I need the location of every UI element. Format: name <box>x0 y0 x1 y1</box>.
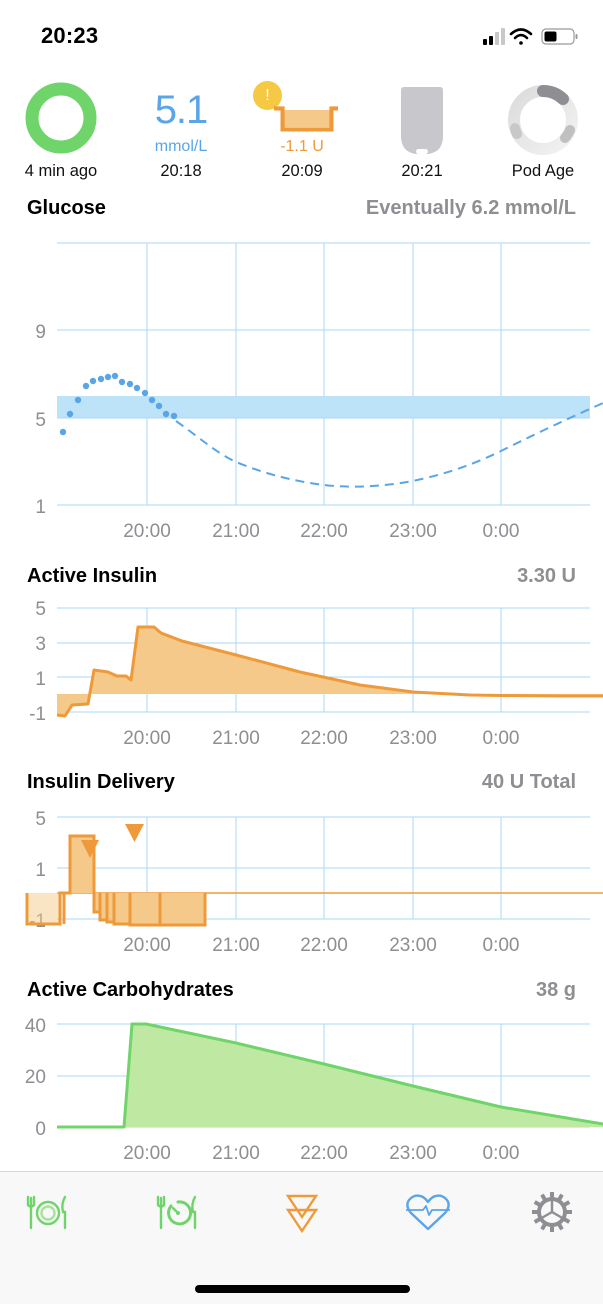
svg-text:-1: -1 <box>29 704 46 725</box>
svg-text:5: 5 <box>35 599 46 620</box>
active-carbs-title: Active Carbohydrates <box>27 979 234 1001</box>
glucose-chart-title: Glucose <box>27 197 106 219</box>
svg-text:20:00: 20:00 <box>123 728 171 749</box>
workout-button[interactable] <box>398 1190 458 1234</box>
pump-status-hud[interactable]: 20:21 <box>372 78 472 180</box>
svg-text:21:00: 21:00 <box>212 521 260 542</box>
svg-text:1: 1 <box>35 669 46 690</box>
svg-text:21:00: 21:00 <box>212 935 260 956</box>
svg-text:22:00: 22:00 <box>300 728 348 749</box>
target-range-band <box>57 396 590 418</box>
glucose-value: 5.1 <box>154 88 209 132</box>
svg-text:0: 0 <box>35 1119 46 1140</box>
svg-text:20:00: 20:00 <box>123 1143 171 1164</box>
active-insulin-chart[interactable]: 5 3 1 -1 20:00 21:00 22:00 23:00 0:00 <box>0 598 603 758</box>
svg-text:20: 20 <box>25 1067 46 1088</box>
basal-rate-icon <box>274 106 338 132</box>
svg-text:1: 1 <box>35 860 46 881</box>
carb-entry-button[interactable] <box>18 1190 78 1234</box>
svg-text:9: 9 <box>35 322 46 343</box>
active-carbs-value: 38 g <box>535 979 576 1001</box>
svg-text:23:00: 23:00 <box>389 728 437 749</box>
pod-age-hud[interactable]: Pod Age <box>493 78 593 180</box>
active-insulin-line <box>56 625 603 718</box>
basal-time: 20:09 <box>281 162 323 180</box>
settings-button[interactable] <box>522 1190 582 1234</box>
svg-text:22:00: 22:00 <box>300 1143 348 1164</box>
hud-view: 4 min ago 5.1 ! mmol/L 20:18 -1.1 U 20:0… <box>0 78 603 188</box>
glucose-unit: mmol/L <box>154 138 208 155</box>
active-insulin-value: 3.30 U <box>517 565 576 587</box>
active-carbs-line <box>57 1022 603 1129</box>
active-carbs-chart[interactable]: 40 20 0 20:00 21:00 22:00 23:00 0:00 <box>0 1012 603 1170</box>
insulin-delivery-chart[interactable]: 5 1 -1 20:00 21:00 22:00 23:00 0:00 <box>0 805 603 965</box>
status-bar: 20:23 <box>0 0 603 70</box>
wifi-icon <box>509 28 533 45</box>
loop-status[interactable]: 4 min ago <box>12 78 110 180</box>
heart-pulse-icon <box>406 1194 450 1231</box>
svg-text:22:00: 22:00 <box>300 935 348 956</box>
svg-text:21:00: 21:00 <box>212 728 260 749</box>
svg-text:0:00: 0:00 <box>483 728 520 749</box>
glucose-readings <box>59 372 178 436</box>
pump-time: 20:21 <box>401 162 443 180</box>
battery-icon <box>541 28 578 45</box>
svg-text:21:00: 21:00 <box>212 1143 260 1164</box>
pre-meal-button[interactable] <box>148 1190 208 1234</box>
alert-icon: ! <box>253 81 282 110</box>
fork-plate-knife-icon <box>26 1195 67 1230</box>
basal-value: -1.1 U <box>280 138 324 155</box>
gear-icon <box>532 1192 572 1232</box>
svg-text:20:00: 20:00 <box>123 935 171 956</box>
glucose-eventual-value: Eventually 6.2 mmol/L <box>365 197 576 219</box>
loop-status-ring-icon <box>25 82 97 154</box>
insulin-delivery-total: 40 U Total <box>481 771 576 793</box>
pod-icon <box>401 87 443 154</box>
predicted-glucose-line <box>175 402 603 488</box>
signal-icon <box>483 28 505 45</box>
pod-age-ring-icon <box>508 85 578 155</box>
insulin-delivery-line <box>25 834 207 927</box>
home-indicator[interactable] <box>195 1285 410 1293</box>
svg-text:23:00: 23:00 <box>389 935 437 956</box>
toolbar <box>0 1171 603 1304</box>
svg-text:5: 5 <box>35 809 46 830</box>
basal-rate-hud[interactable]: -1.1 U 20:09 <box>252 78 352 180</box>
glucose-chart[interactable]: 9 5 1 20:00 21:00 22:00 23:00 0:00 <box>0 230 603 550</box>
svg-text:23:00: 23:00 <box>389 1143 437 1164</box>
status-icons <box>483 28 578 45</box>
svg-text:0:00: 0:00 <box>483 1143 520 1164</box>
status-time: 20:23 <box>41 23 99 48</box>
bolus-button[interactable] <box>272 1190 332 1234</box>
svg-text:5: 5 <box>35 410 46 431</box>
svg-text:3: 3 <box>35 634 46 655</box>
svg-text:23:00: 23:00 <box>389 521 437 542</box>
bolus-marker-icon <box>125 824 144 842</box>
fork-timer-knife-icon <box>156 1195 197 1230</box>
svg-text:40: 40 <box>25 1016 46 1037</box>
svg-text:20:00: 20:00 <box>123 521 171 542</box>
svg-text:0:00: 0:00 <box>483 521 520 542</box>
active-insulin-title: Active Insulin <box>27 565 158 587</box>
glucose-time: 20:18 <box>160 162 202 180</box>
svg-text:22:00: 22:00 <box>300 521 348 542</box>
insulin-delivery-title: Insulin Delivery <box>27 771 175 793</box>
loop-last-run-label: 4 min ago <box>24 162 98 180</box>
svg-text:0:00: 0:00 <box>483 935 520 956</box>
double-triangle-icon <box>285 1194 319 1233</box>
bolus-marker-icon <box>81 840 99 858</box>
pod-age-label: Pod Age <box>511 162 575 180</box>
svg-text:1: 1 <box>35 497 46 518</box>
